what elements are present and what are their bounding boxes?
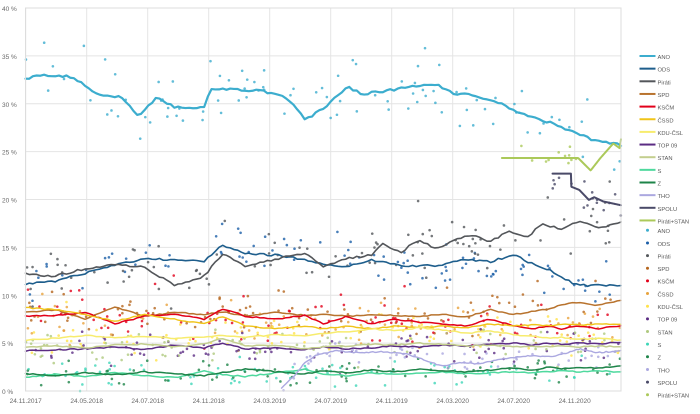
svg-text:S: S — [658, 169, 662, 175]
svg-text:40 %: 40 % — [2, 6, 17, 13]
svg-text:Piráti+STAN: Piráti+STAN — [658, 394, 690, 400]
svg-text:ODS: ODS — [658, 68, 671, 74]
svg-text:15 %: 15 % — [2, 245, 17, 252]
svg-text:0 %: 0 % — [2, 389, 13, 396]
svg-text:THO: THO — [658, 194, 671, 200]
svg-text:KDU-ČSL: KDU-ČSL — [658, 130, 684, 137]
svg-text:ANO: ANO — [658, 229, 671, 235]
svg-text:SPD: SPD — [658, 93, 670, 99]
svg-text:35 %: 35 % — [2, 54, 17, 61]
svg-text:5 %: 5 % — [2, 341, 13, 348]
svg-text:KSČM: KSČM — [658, 279, 675, 286]
svg-text:KSČM: KSČM — [658, 105, 675, 112]
svg-text:ODS: ODS — [658, 242, 671, 248]
svg-text:20 %: 20 % — [2, 198, 17, 205]
svg-text:24.03.2019: 24.03.2019 — [253, 398, 286, 405]
svg-text:24.11.2020: 24.11.2020 — [559, 398, 591, 405]
svg-text:Piráti: Piráti — [658, 254, 671, 260]
svg-text:24.07.2020: 24.07.2020 — [497, 398, 530, 405]
svg-text:Piráti+STAN: Piráti+STAN — [658, 219, 690, 225]
svg-text:24.07.2019: 24.07.2019 — [314, 398, 347, 405]
svg-text:25 %: 25 % — [2, 150, 17, 157]
svg-text:S: S — [658, 343, 662, 349]
svg-text:SPOLU: SPOLU — [658, 207, 678, 213]
svg-text:30 %: 30 % — [2, 102, 17, 109]
svg-text:ANO: ANO — [658, 55, 671, 61]
svg-text:SPOLU: SPOLU — [658, 381, 678, 387]
svg-text:KDU-ČSL: KDU-ČSL — [658, 304, 684, 311]
svg-text:STAN: STAN — [658, 330, 673, 336]
svg-text:Z: Z — [658, 182, 662, 188]
svg-text:24.03.2020: 24.03.2020 — [436, 398, 469, 405]
svg-text:24.11.2018: 24.11.2018 — [193, 398, 225, 405]
svg-text:SPD: SPD — [658, 267, 670, 273]
svg-text:ČSSD: ČSSD — [658, 291, 674, 298]
svg-text:24.05.2018: 24.05.2018 — [70, 398, 103, 405]
svg-text:STAN: STAN — [658, 156, 673, 162]
svg-text:TOP 09: TOP 09 — [658, 144, 678, 150]
svg-text:24.07.2018: 24.07.2018 — [131, 398, 164, 405]
svg-text:ČSSD: ČSSD — [658, 117, 674, 124]
svg-text:24.11.2019: 24.11.2019 — [376, 398, 408, 405]
svg-text:Z: Z — [658, 356, 662, 362]
svg-text:10 %: 10 % — [2, 293, 17, 300]
svg-text:24.11.2017: 24.11.2017 — [10, 398, 42, 405]
svg-text:TOP 09: TOP 09 — [658, 318, 678, 324]
svg-text:Piráti: Piráti — [658, 80, 671, 86]
svg-text:THO: THO — [658, 368, 671, 374]
